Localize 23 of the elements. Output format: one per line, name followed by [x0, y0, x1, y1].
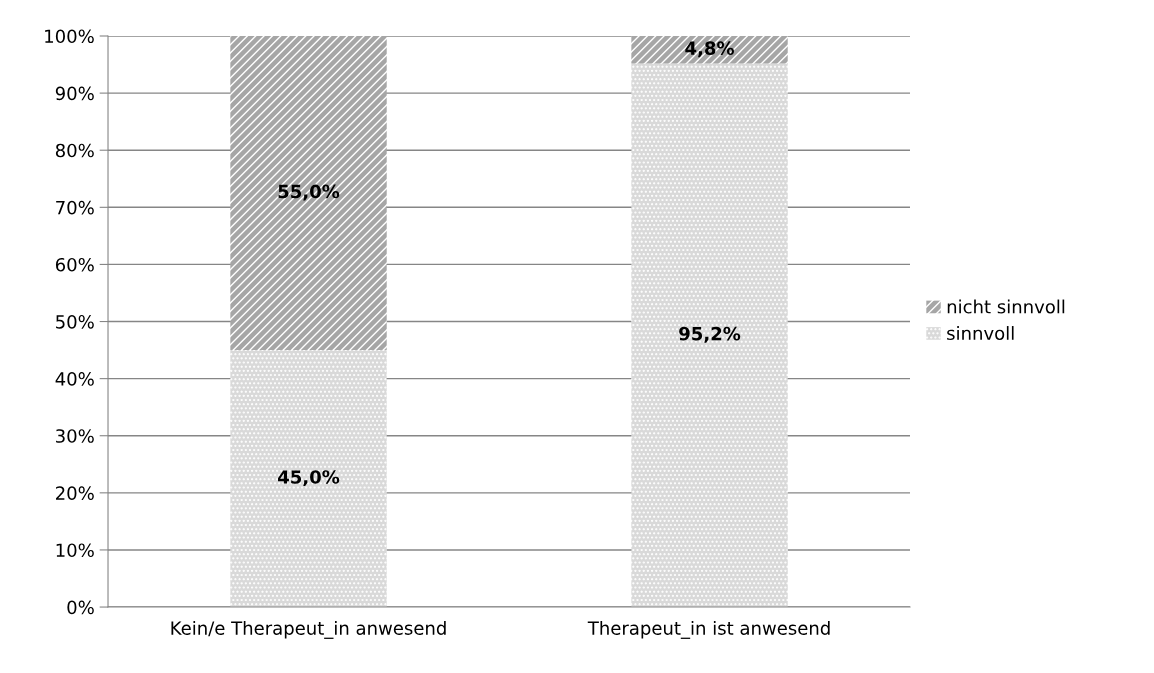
- legend-label: sinnvoll: [947, 326, 1014, 341]
- x-tick-label: Kein/e Therapeut_in anwesend: [171, 620, 446, 639]
- data-label: 45,0%: [278, 470, 340, 487]
- y-tick-label: 70%: [56, 200, 94, 215]
- legend-label: nicht sinnvoll: [947, 299, 1065, 314]
- bar: [631, 63, 788, 608]
- y-tick-label: 10%: [56, 543, 94, 558]
- bar: [230, 36, 387, 351]
- y-tick-label: 60%: [55, 257, 94, 272]
- data-label: 55,0%: [278, 184, 340, 201]
- y-tick-label: 30%: [56, 429, 94, 443]
- y-tick-label: 20%: [56, 486, 94, 500]
- x-tick-label: Therapeut_in ist anwesend: [587, 620, 830, 639]
- bar: [631, 36, 788, 64]
- bar: [230, 350, 387, 608]
- y-tick-label: 40%: [55, 372, 94, 386]
- y-tick-label: 50%: [56, 314, 94, 329]
- y-tick-label: 100%: [45, 29, 94, 44]
- y-tick-label: 80%: [55, 143, 94, 158]
- data-label: 95,2%: [679, 326, 741, 343]
- data-label: 4,8%: [685, 41, 734, 58]
- y-tick-label: 90%: [55, 86, 94, 101]
- y-tick-label: 0%: [67, 600, 94, 615]
